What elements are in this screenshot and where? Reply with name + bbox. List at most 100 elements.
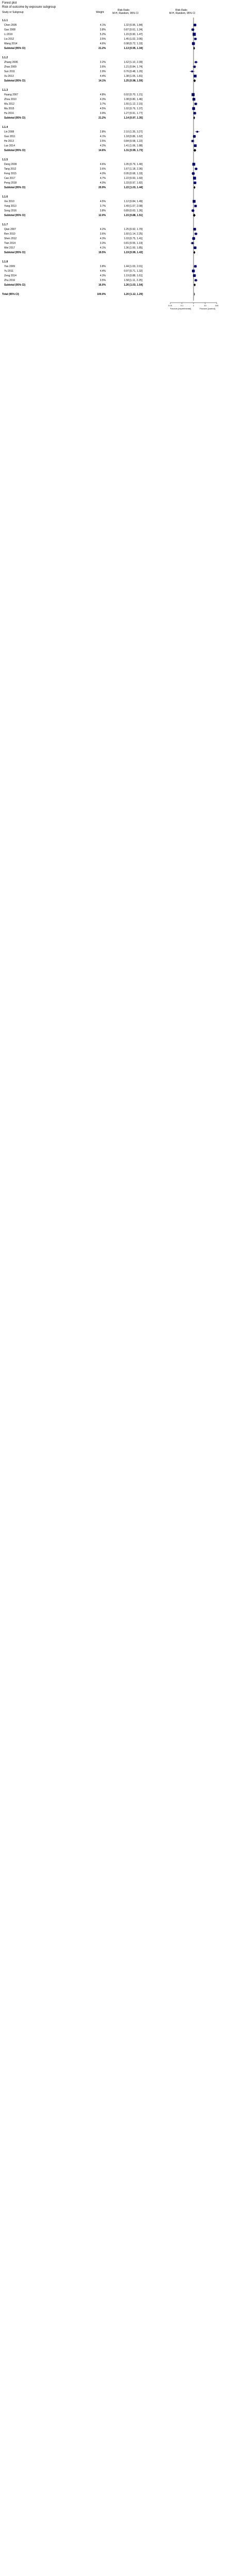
study-point bbox=[194, 265, 197, 268]
subtotal-weight: 19.5% bbox=[99, 251, 106, 254]
study-ci: 1.15 [0.90, 1.47] bbox=[124, 33, 143, 36]
study-weight: 4.1% bbox=[100, 246, 106, 250]
subtotal-ci: 1.31 [0.99, 1.73] bbox=[124, 149, 143, 152]
subtotal-label: Subtotal (95% CI) bbox=[4, 149, 25, 152]
study-weight: 4.8% bbox=[100, 93, 106, 96]
study-ci: 0.92 [0.70, 1.21] bbox=[124, 93, 143, 96]
subtotal-weight: 21.2% bbox=[99, 117, 106, 120]
study-weight: 3.6% bbox=[100, 168, 106, 171]
study-weight: 3.5% bbox=[100, 140, 106, 143]
subtotal-ci: 1.13 [0.95, 1.34] bbox=[124, 47, 143, 50]
study-point bbox=[194, 205, 197, 207]
study-ci: 1.19 [0.88, 1.61] bbox=[124, 274, 143, 277]
study-weight: 3.5% bbox=[100, 38, 106, 41]
overall-label: Total (95% CI) bbox=[2, 293, 19, 296]
study-ci: 0.84 [0.58, 1.22] bbox=[124, 140, 143, 143]
study-label: Yan 2009 bbox=[4, 265, 15, 268]
study-label: Tian 2014 bbox=[4, 242, 15, 245]
favours-right-label: Favours [control] bbox=[200, 307, 215, 310]
x-tick-label: 1 bbox=[193, 304, 195, 307]
study-label: Xu 2013 bbox=[4, 75, 14, 78]
study-label: Yu 2011 bbox=[4, 270, 13, 273]
subtotal-diamond bbox=[193, 148, 197, 152]
x-tick-label: 100 bbox=[215, 304, 219, 307]
study-label: Qian 2007 bbox=[4, 228, 16, 231]
study-label: Guo 2011 bbox=[4, 135, 15, 138]
study-label: Zhao 2009 bbox=[4, 65, 17, 69]
study-weight: 4.4% bbox=[100, 75, 106, 78]
window-subtitle: Risk of outcome by exposure subgroup bbox=[2, 6, 56, 9]
study-ci: 1.36 [1.00, 1.85] bbox=[124, 246, 143, 250]
study-label: Zhu 2016 bbox=[4, 279, 15, 282]
x-tick-label: 10 bbox=[204, 304, 206, 307]
study-weight: 4.4% bbox=[100, 270, 106, 273]
study-label: Wang 2014 bbox=[4, 42, 18, 45]
study-label: Cao 2017 bbox=[4, 177, 15, 180]
study-point bbox=[193, 176, 196, 180]
study-label: Chen 2005 bbox=[4, 24, 17, 27]
x-tick-label: 0.1 bbox=[181, 304, 184, 307]
study-point bbox=[193, 112, 196, 114]
study-ci: 0.98 [0.72, 1.33] bbox=[124, 42, 143, 45]
subtotal-ci: 1.14 [0.97, 1.35] bbox=[124, 117, 143, 120]
subtotal-weight: 14.1% bbox=[99, 79, 106, 82]
subtotal-label: Subtotal (95% CI) bbox=[4, 214, 25, 217]
study-ci: 1.44 [1.03, 2.01] bbox=[124, 265, 143, 268]
study-weight: 3.9% bbox=[100, 112, 106, 115]
study-label: Shen 2012 bbox=[4, 237, 17, 240]
subtotal-weight: 21.2% bbox=[99, 47, 106, 50]
study-label: Zhou 2010 bbox=[4, 98, 17, 101]
subtotal-diamond bbox=[193, 79, 196, 82]
study-ci: 1.27 [0.91, 1.77] bbox=[124, 112, 143, 115]
study-weight: 3.6% bbox=[100, 65, 106, 69]
study-point bbox=[194, 24, 197, 26]
study-ci: 1.49 [1.07, 2.08] bbox=[124, 205, 143, 208]
subtotal-diamond bbox=[194, 186, 196, 189]
overall-ci: 1.20 [1.12, 1.29] bbox=[124, 293, 143, 296]
subtotal-diamond bbox=[193, 116, 195, 120]
study-ci: 0.76 [0.48, 1.20] bbox=[124, 70, 143, 73]
study-ci: 1.58 [1.11, 2.25] bbox=[124, 279, 142, 282]
study-ci: 0.81 [0.55, 1.19] bbox=[124, 242, 143, 245]
study-weight: 3.6% bbox=[100, 233, 106, 236]
study-point bbox=[191, 140, 194, 142]
study-ci: 1.67 [1.18, 2.36] bbox=[124, 168, 143, 171]
study-ci: 1.60 [1.14, 2.25] bbox=[124, 233, 143, 236]
subtotal-diamond bbox=[193, 46, 195, 50]
study-point bbox=[192, 172, 195, 175]
col-header-ratio-left: Risk Ratio bbox=[118, 9, 130, 12]
study-ci: 1.08 [0.80, 1.46] bbox=[124, 98, 143, 101]
subgroup-label: 1.1.8 bbox=[2, 260, 8, 263]
study-point bbox=[191, 209, 195, 212]
col-header-weight: Weight bbox=[96, 11, 104, 14]
study-ci: 0.89 [0.63, 1.26] bbox=[124, 209, 143, 212]
study-point bbox=[195, 233, 197, 235]
overall-weight: 100.0% bbox=[97, 293, 106, 296]
study-point bbox=[192, 200, 196, 203]
study-ci: 0.95 [0.68, 1.33] bbox=[124, 172, 143, 175]
study-point bbox=[193, 65, 196, 68]
study-point bbox=[193, 227, 196, 231]
study-ci: 1.41 [1.06, 1.88] bbox=[124, 144, 143, 147]
study-weight: 5.2% bbox=[100, 33, 106, 36]
col-header-ratio-right: Risk Ratio bbox=[175, 9, 187, 12]
study-label: Lin 2008 bbox=[4, 130, 14, 134]
study-ci: 1.05 [0.79, 1.40] bbox=[124, 163, 143, 166]
study-point bbox=[191, 242, 194, 244]
window-title: Forest plot bbox=[2, 2, 17, 5]
subtotal-ci: 1.25 [0.98, 1.59] bbox=[124, 79, 143, 82]
subgroup-label: 1.1.1 bbox=[2, 19, 8, 22]
study-ci: 1.22 [0.93, 1.60] bbox=[124, 177, 143, 180]
study-label: Gao 2008 bbox=[4, 28, 15, 31]
study-ci: 1.62 [1.10, 2.39] bbox=[124, 61, 143, 64]
study-label: Hu 2016 bbox=[4, 112, 14, 115]
study-weight: 2.8% bbox=[100, 130, 106, 134]
study-weight: 4.3% bbox=[100, 237, 106, 240]
study-ci: 0.87 [0.61, 1.24] bbox=[124, 28, 143, 31]
study-label: Song 2016 bbox=[4, 209, 17, 212]
col-header-ratio-right-sub: M-H, Random, 95% CI bbox=[169, 12, 196, 15]
subtotal-label: Subtotal (95% CI) bbox=[4, 284, 25, 287]
study-label: Liu 2012 bbox=[4, 38, 14, 41]
study-weight: 3.8% bbox=[100, 209, 106, 212]
col-header-ratio-left-sub: M-H, Random, 95% CI bbox=[112, 12, 139, 15]
